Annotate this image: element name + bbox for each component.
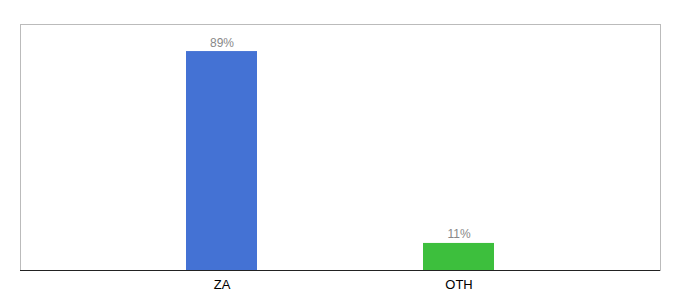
svg-text:ZA: ZA bbox=[214, 277, 231, 292]
svg-text:89%: 89% bbox=[210, 36, 234, 50]
svg-text:11%: 11% bbox=[447, 227, 470, 241]
svg-text:OTH: OTH bbox=[445, 277, 472, 292]
